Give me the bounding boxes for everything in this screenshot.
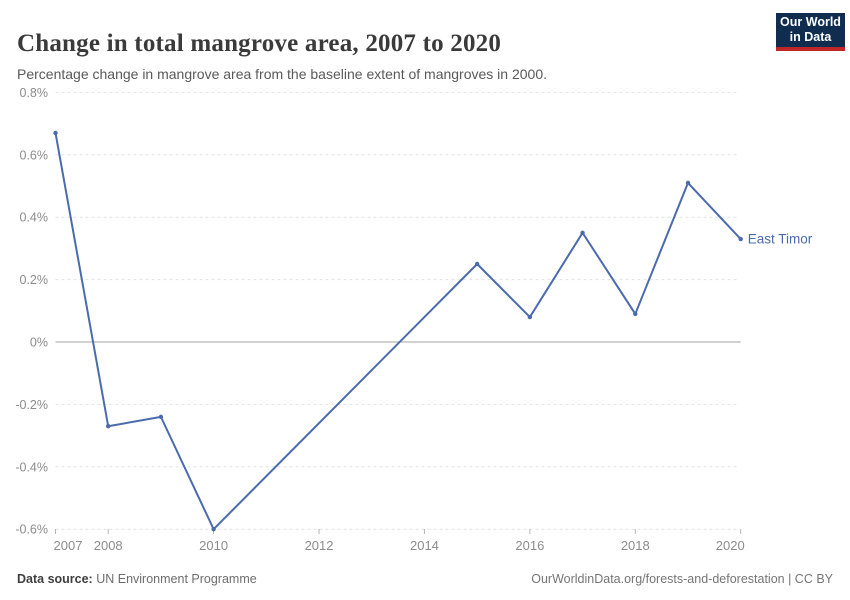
x-tick-label: 2014 (410, 538, 439, 553)
data-point (106, 424, 111, 429)
y-tick-label: -0.2% (15, 398, 48, 412)
data-point (633, 311, 638, 317)
chart-subtitle: Percentage change in mangrove area from … (17, 66, 547, 82)
data-point (738, 236, 743, 242)
data-point (53, 130, 58, 136)
x-tick-label: 2012 (305, 538, 334, 553)
y-tick-label: 0.4% (20, 211, 49, 225)
x-tick-label: 2010 (199, 538, 228, 553)
data-source-label: Data source: (17, 572, 93, 586)
data-point (158, 414, 164, 420)
series-end-label: East Timor (748, 232, 813, 247)
data-point (685, 180, 691, 186)
x-tick-label: 2018 (621, 538, 650, 553)
logo-text-line2: in Data (789, 30, 832, 44)
y-tick-label: 0% (30, 336, 48, 350)
data-point (474, 261, 480, 267)
logo-text-line1: Our World (780, 14, 841, 29)
y-tick-label: 0.6% (20, 148, 49, 162)
owid-logo: Our World in Data (776, 13, 845, 51)
data-point (211, 527, 216, 532)
y-tick-label: 0.2% (20, 273, 49, 287)
x-tick-label: 2020 (716, 538, 745, 553)
data-source: Data source: UN Environment Programme (17, 572, 257, 586)
data-source-value: UN Environment Programme (96, 572, 257, 586)
x-tick-label: 2007 (54, 538, 83, 553)
x-tick-label: 2008 (94, 538, 123, 553)
y-tick-label: -0.6% (15, 523, 48, 537)
data-point (527, 314, 533, 320)
x-tick-label: 2016 (515, 538, 544, 553)
trend-line (54, 131, 742, 531)
citation-text: OurWorldinData.org/forests-and-deforesta… (531, 572, 833, 586)
data-point (580, 230, 585, 235)
chart-title: Change in total mangrove area, 2007 to 2… (17, 29, 502, 57)
y-tick-label: -0.4% (15, 460, 48, 474)
y-tick-label: 0.8% (20, 86, 49, 100)
chart-footer: Data source: UN Environment Programme Ou… (17, 569, 833, 589)
